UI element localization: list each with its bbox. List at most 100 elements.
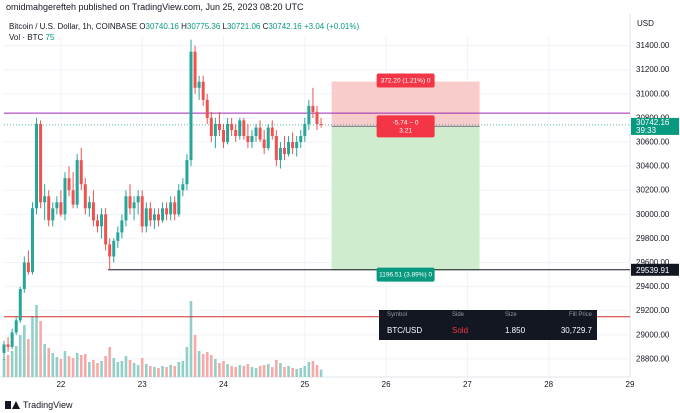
volume-bar <box>177 362 181 377</box>
candle-body <box>30 208 34 273</box>
volume-bar <box>189 301 193 377</box>
volume-bar <box>108 347 111 377</box>
pnl-label-text: 3.21 <box>399 127 412 134</box>
volume-bar <box>315 365 319 377</box>
candle-body <box>201 81 205 100</box>
close-label: C <box>262 22 269 31</box>
volume-bar <box>275 360 278 377</box>
candle-body <box>287 142 291 155</box>
candle-body <box>181 184 185 191</box>
volume-bar <box>214 359 217 377</box>
volume-bar <box>165 367 168 377</box>
take-profit-zone <box>331 126 480 271</box>
high-value: 30775.36 <box>186 22 221 31</box>
pnl-label-box <box>376 115 435 138</box>
x-tick-label: 29 <box>626 380 635 389</box>
volume-bar <box>254 368 258 377</box>
header-size: Size <box>505 312 517 318</box>
volume-bar <box>39 321 42 377</box>
volume-bar <box>234 367 238 377</box>
target-label-text: 1196.51 (3.89%) 0 <box>379 272 432 279</box>
stop-label-text: 372.20 (1.21%) 0 <box>381 78 431 85</box>
candle-body <box>136 196 140 203</box>
candle-body <box>169 202 173 215</box>
volume-bar <box>79 355 83 377</box>
candle-body <box>205 99 209 118</box>
volume-bar <box>128 360 132 377</box>
y-tick-label: 29200.00 <box>636 306 670 315</box>
y-tick-label: 30600.00 <box>636 138 670 147</box>
volume-bar <box>230 366 233 377</box>
volume-bar <box>181 361 185 377</box>
price-chart[interactable]: 31400.0031200.0031000.0030800.0030600.00… <box>0 14 680 398</box>
change-value: +3.04 (+0.01%) <box>303 22 360 31</box>
target-label: 1196.51 (3.89%) 0 <box>376 267 435 282</box>
candle-body <box>173 202 177 215</box>
candle-body <box>75 160 79 205</box>
candle-body <box>262 139 266 149</box>
candle-body <box>59 202 63 215</box>
candle-body <box>26 262 30 273</box>
low-price-tag <box>631 263 679 276</box>
candle-body <box>291 142 295 149</box>
open-value: 30740.16 <box>145 22 179 31</box>
x-tick-label: 26 <box>382 380 391 389</box>
y-tick-label: 31000.00 <box>636 89 670 98</box>
candle-body <box>266 127 270 149</box>
publish-header: omidmahgerefteh published on TradingView… <box>0 0 680 14</box>
volume-bar <box>47 348 51 377</box>
volume-bar <box>303 366 307 377</box>
symbol-legend: Bitcoin / U.S. Dollar, 1h, COINBASE O307… <box>9 22 359 31</box>
candle-body <box>79 160 83 185</box>
volume-bar <box>92 360 95 377</box>
volume-bar <box>112 358 116 377</box>
close-value: 30742.16 <box>268 22 302 31</box>
y-tick-label: 28800.00 <box>636 354 670 363</box>
pnl-label: -5.74 − 03.21 <box>376 115 435 138</box>
volume-bar <box>193 335 197 377</box>
candle-body <box>213 123 217 137</box>
candle-body <box>18 289 22 321</box>
candle-body <box>319 123 323 125</box>
order-panel-header: Symbol Side Size Fill Price <box>379 312 597 322</box>
volume-bar <box>185 347 189 377</box>
candle-body <box>246 136 250 143</box>
candle-body <box>165 208 169 215</box>
volume-bar <box>258 366 262 377</box>
volume-bar <box>307 362 311 377</box>
candle-body <box>230 123 234 130</box>
candle-body <box>104 214 108 245</box>
y-tick-label: 29000.00 <box>636 330 670 339</box>
candle-body <box>112 240 116 257</box>
volume-bar <box>35 305 38 377</box>
volume-bar <box>67 356 71 377</box>
high-label: H <box>181 22 187 31</box>
volume-label: Vol · BTC <box>9 33 44 42</box>
candle-body <box>14 320 18 333</box>
candle-body <box>307 105 311 124</box>
candle-body <box>242 120 246 137</box>
volume-bar <box>63 351 67 377</box>
volume-bar <box>23 325 26 377</box>
candle-body <box>10 332 14 347</box>
candle-body <box>222 129 226 143</box>
volume-bar <box>266 364 270 377</box>
volume-bar <box>104 356 107 377</box>
volume-bar <box>14 346 18 377</box>
candle-body <box>140 196 144 227</box>
volume-bar <box>246 364 250 377</box>
order-row: BTC/USD Sold 1.850 30,729.7 <box>379 326 597 338</box>
volume-bar <box>283 367 286 377</box>
y-tick-label: 29800.00 <box>636 234 670 243</box>
candle-body <box>71 190 75 205</box>
volume-bar <box>140 358 144 377</box>
x-tick-label: 25 <box>300 380 309 389</box>
volume-bar <box>319 369 323 377</box>
volume-bar <box>6 355 10 377</box>
volume-bar <box>120 361 124 377</box>
x-tick-label: 24 <box>219 380 228 389</box>
low-label: L <box>222 22 227 31</box>
symbol-title: Bitcoin / U.S. Dollar, 1h, COINBASE <box>9 22 138 31</box>
candle-body <box>100 214 104 227</box>
volume-bar <box>75 353 79 377</box>
